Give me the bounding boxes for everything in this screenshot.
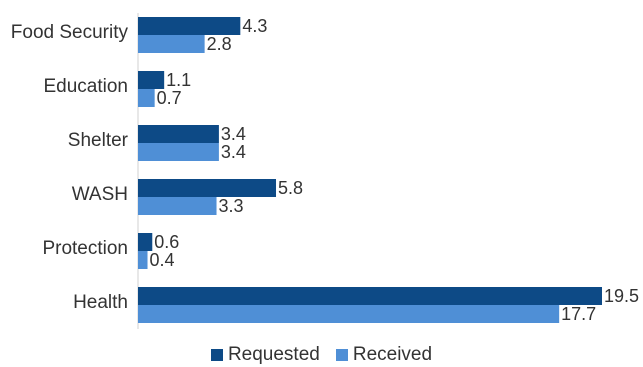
legend-label-received: Received xyxy=(352,344,433,365)
bar-received-protection[interactable] xyxy=(138,251,148,269)
bar-received-food-security[interactable] xyxy=(138,35,205,53)
value-label-received-shelter: 3.4 xyxy=(221,142,246,162)
category-label-food-security: Food Security xyxy=(11,22,129,43)
bar-requested-food-security[interactable] xyxy=(138,17,241,35)
value-label-requested-health: 19.5 xyxy=(604,286,639,306)
value-label-received-health: 17.7 xyxy=(561,304,596,324)
value-label-requested-food-security: 4.3 xyxy=(242,16,267,36)
value-label-requested-education: 1.1 xyxy=(166,70,191,90)
legend-swatch-requested xyxy=(210,349,223,361)
value-label-received-protection: 0.4 xyxy=(150,250,175,270)
category-label-education: Education xyxy=(43,76,128,97)
value-label-received-education: 0.7 xyxy=(157,88,182,108)
value-label-received-food-security: 2.8 xyxy=(207,34,232,54)
category-label-wash: WASH xyxy=(72,184,128,205)
bar-received-wash[interactable] xyxy=(138,197,217,215)
bar-received-education[interactable] xyxy=(138,89,155,107)
bar-requested-education[interactable] xyxy=(138,71,165,89)
bar-received-health[interactable] xyxy=(138,305,560,323)
bar-received-shelter[interactable] xyxy=(138,143,219,161)
value-label-requested-shelter: 3.4 xyxy=(221,124,246,144)
category-label-protection: Protection xyxy=(42,238,128,259)
category-label-health: Health xyxy=(73,292,128,313)
chart-legend: Requested Received xyxy=(0,343,643,367)
legend-swatch-received xyxy=(335,349,348,361)
value-label-received-wash: 3.3 xyxy=(219,196,244,216)
legend-item-received[interactable]: Received xyxy=(335,344,433,366)
value-label-requested-protection: 0.6 xyxy=(154,232,179,252)
legend-item-requested[interactable]: Requested xyxy=(210,344,320,366)
value-label-requested-wash: 5.8 xyxy=(278,178,303,198)
bar-requested-protection[interactable] xyxy=(138,233,153,251)
legend-label-requested: Requested xyxy=(227,344,320,365)
bar-requested-health[interactable] xyxy=(138,287,602,305)
bar-requested-shelter[interactable] xyxy=(138,125,219,143)
category-label-shelter: Shelter xyxy=(68,130,129,151)
bar-requested-wash[interactable] xyxy=(138,179,277,197)
